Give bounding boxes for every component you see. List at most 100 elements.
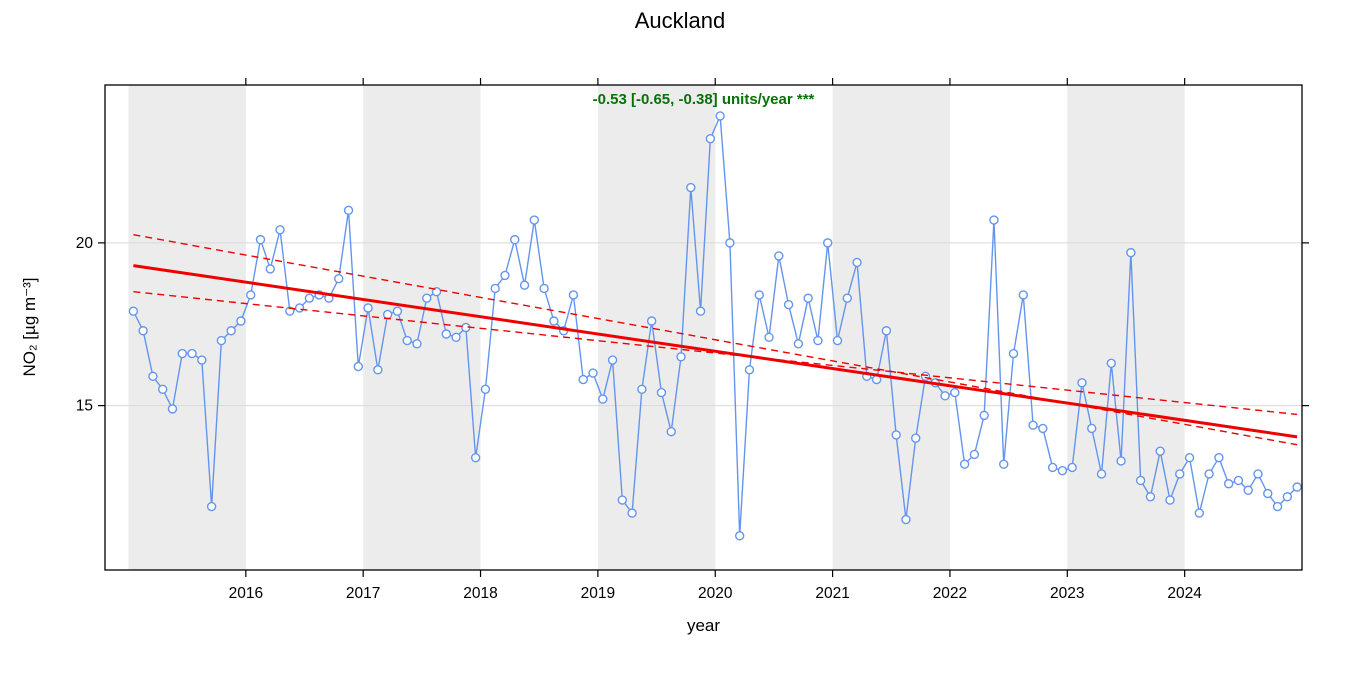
data-point-marker: [901, 514, 911, 525]
x-axis-tick-label: 2020: [698, 585, 733, 602]
data-point-marker: [197, 355, 207, 365]
data-point-marker: [568, 290, 579, 300]
data-point-marker: [1008, 348, 1019, 359]
data-point-marker: [1077, 378, 1087, 388]
data-point-marker: [764, 332, 774, 342]
data-point-marker: [1253, 469, 1263, 479]
data-point-marker: [813, 335, 823, 346]
data-point-marker: [578, 374, 588, 385]
data-point-marker: [343, 205, 354, 216]
year-shading-band: [363, 85, 481, 570]
data-point-marker: [852, 257, 862, 268]
data-point-marker: [686, 182, 696, 193]
data-point-marker: [598, 394, 608, 404]
data-point-marker: [167, 404, 178, 414]
data-point-marker: [490, 283, 500, 294]
x-axis-tick-label: 2017: [346, 585, 380, 602]
data-point-marker: [646, 316, 657, 326]
data-point-marker: [1028, 420, 1038, 430]
data-point-marker: [519, 280, 530, 290]
data-point-marker: [1018, 290, 1028, 300]
data-point-marker: [734, 531, 745, 541]
data-point-marker: [754, 290, 764, 300]
data-point-marker: [959, 459, 970, 469]
plot-border: [104, 84, 1303, 571]
data-point-marker: [441, 329, 452, 339]
x-axis-tick-label: 2018: [463, 585, 497, 602]
data-point-marker: [1145, 492, 1156, 502]
data-point-marker: [236, 316, 246, 326]
year-shading-band: [597, 85, 716, 570]
data-point-marker: [832, 335, 843, 346]
data-point-marker: [470, 453, 481, 463]
data-point-marker: [627, 508, 637, 518]
year-shading-band: [128, 85, 246, 570]
data-point-marker: [539, 283, 549, 294]
year-shading-band: [832, 85, 950, 570]
data-point-marker: [891, 430, 901, 440]
data-point-marker: [265, 264, 275, 274]
data-point-marker: [422, 293, 432, 303]
x-axis-tick-label: 2023: [1050, 585, 1084, 602]
y-axis-tick-label: 20: [76, 235, 94, 252]
trend-line: [133, 264, 1298, 439]
data-point-marker: [158, 384, 168, 395]
x-axis-label: year: [686, 616, 721, 635]
data-point-marker: [373, 365, 383, 375]
data-point-marker: [793, 339, 804, 349]
data-point-marker: [304, 293, 315, 303]
data-point-marker: [588, 368, 598, 378]
data-point-marker: [177, 348, 187, 359]
x-axis-tick-label: 2021: [815, 585, 849, 602]
data-point-marker: [334, 273, 344, 284]
data-point-marker: [744, 365, 755, 375]
data-point-marker: [529, 215, 540, 225]
data-point-marker: [1292, 482, 1302, 492]
data-point-marker: [999, 459, 1009, 469]
y-axis-tick-label: 15: [76, 398, 93, 415]
data-point-marker: [392, 306, 403, 316]
data-point-marker: [803, 293, 813, 303]
data-point-marker: [285, 306, 295, 316]
data-point-marker: [353, 361, 363, 372]
data-point-marker: [1135, 475, 1146, 486]
data-point-marker: [1214, 453, 1224, 463]
data-point-marker: [1087, 423, 1097, 434]
data-point-marker: [1282, 492, 1293, 502]
data-point-marker: [1116, 456, 1126, 466]
data-point-marker: [1243, 485, 1253, 495]
data-point-marker: [294, 303, 305, 313]
chart-title: Auckland: [634, 8, 726, 33]
data-point-marker: [1184, 453, 1195, 463]
data-point-marker: [1155, 446, 1165, 456]
data-point-marker: [510, 234, 520, 245]
data-point-marker: [911, 433, 921, 443]
data-point-marker: [715, 111, 725, 121]
data-point-marker: [725, 238, 735, 248]
data-point-marker: [549, 316, 559, 326]
data-point-marker: [1263, 488, 1273, 499]
trend-annotation: -0.53 [-0.65, -0.38] units/year ***: [592, 91, 815, 108]
data-point-marker: [607, 355, 618, 365]
data-point-marker: [637, 384, 647, 395]
trend-ci-lower-line: [133, 290, 1298, 416]
data-point-marker: [1126, 247, 1136, 258]
data-point-marker: [402, 335, 412, 346]
year-shading-band: [1067, 85, 1185, 570]
data-point-marker: [705, 134, 716, 144]
data-point-marker: [1067, 462, 1077, 473]
data-point-marker: [979, 410, 989, 421]
data-point-marker: [1106, 358, 1117, 369]
data-point-marker: [774, 251, 784, 261]
data-point-marker: [676, 352, 686, 362]
data-point-marker: [969, 449, 980, 460]
data-point-marker: [1272, 501, 1283, 512]
data-point-marker: [1175, 469, 1185, 479]
data-point-marker: [226, 326, 236, 336]
data-point-marker: [148, 371, 158, 382]
data-point-marker: [1047, 462, 1058, 473]
data-point-marker: [1204, 469, 1214, 479]
data-point-marker: [617, 495, 628, 505]
data-point-marker: [823, 238, 833, 248]
